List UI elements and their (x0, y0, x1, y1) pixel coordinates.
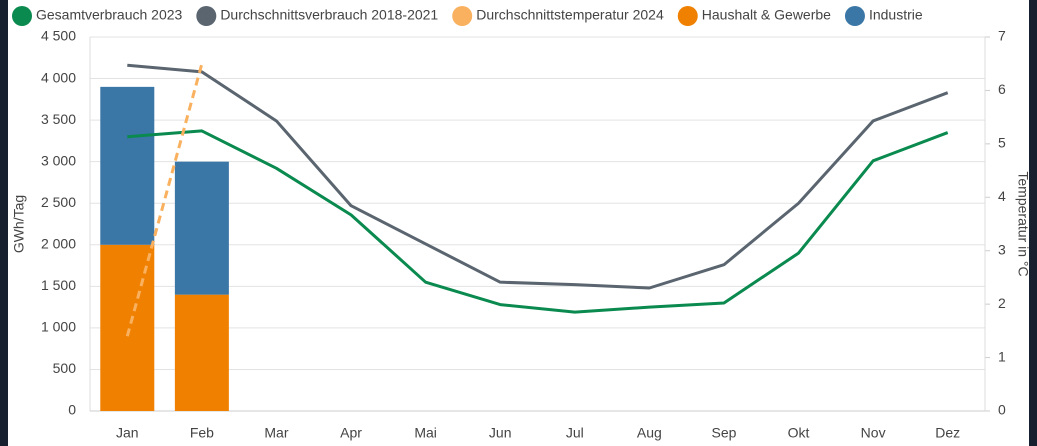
x-tick-label: Aug (637, 425, 662, 441)
y-tick-label: 1 500 (41, 277, 76, 293)
y2-tick-label: 5 (998, 135, 1006, 151)
y-tick-label: 1 000 (41, 319, 76, 335)
x-tick-label: Mar (264, 425, 288, 441)
legend-label: Durchschnittstemperatur 2024 (476, 7, 664, 23)
x-tick-label: Apr (340, 425, 362, 441)
y-tick-label: 500 (53, 360, 77, 376)
bar (174, 294, 229, 411)
line-series (125, 63, 204, 337)
line-series (127, 129, 949, 314)
legend-label: Haushalt & Gewerbe (702, 7, 831, 23)
x-tick-label: Mai (414, 425, 437, 441)
x-tick-label: Dez (935, 425, 960, 441)
x-tick-label: Jan (116, 425, 139, 441)
bar (100, 86, 155, 245)
y-tick-label: 3 000 (41, 152, 76, 168)
x-tick-label: Jul (566, 425, 584, 441)
legend-marker (196, 6, 217, 26)
legend-label: Industrie (869, 7, 923, 23)
y2-tick-label: 3 (998, 241, 1006, 257)
legend-marker (677, 6, 698, 26)
y2-tick-label: 7 (998, 28, 1006, 44)
x-tick-label: Feb (190, 425, 214, 441)
x-tick-label: Sep (711, 425, 736, 441)
legend-marker (452, 6, 473, 26)
legend-marker (12, 6, 32, 26)
y-tick-label: 4 000 (41, 69, 76, 85)
y-tick-label: 4 500 (41, 28, 76, 44)
bar (174, 161, 229, 295)
y-axis-label: GWh/Tag (11, 195, 27, 253)
legend-label: Durchschnittsverbrauch 2018-2021 (220, 7, 438, 23)
y2-tick-label: 4 (998, 188, 1006, 204)
x-tick-label: Nov (861, 425, 886, 441)
x-tick-label: Okt (788, 425, 810, 441)
y-tick-label: 2 500 (41, 194, 76, 210)
legend-marker (844, 6, 865, 26)
x-tick-label: Jun (489, 425, 512, 441)
y2-tick-label: 2 (998, 295, 1006, 311)
y-tick-label: 0 (68, 402, 76, 418)
y-tick-label: 2 000 (41, 235, 76, 251)
y2-axis-label: Temperatur in °C (1015, 171, 1031, 276)
y-tick-label: 3 500 (41, 111, 76, 127)
line-series (127, 63, 949, 290)
y2-tick-label: 1 (998, 348, 1006, 364)
y2-tick-label: 6 (998, 81, 1006, 97)
y2-tick-label: 0 (998, 402, 1006, 418)
legend-label: Gesamtverbrauch 2023 (36, 7, 183, 23)
